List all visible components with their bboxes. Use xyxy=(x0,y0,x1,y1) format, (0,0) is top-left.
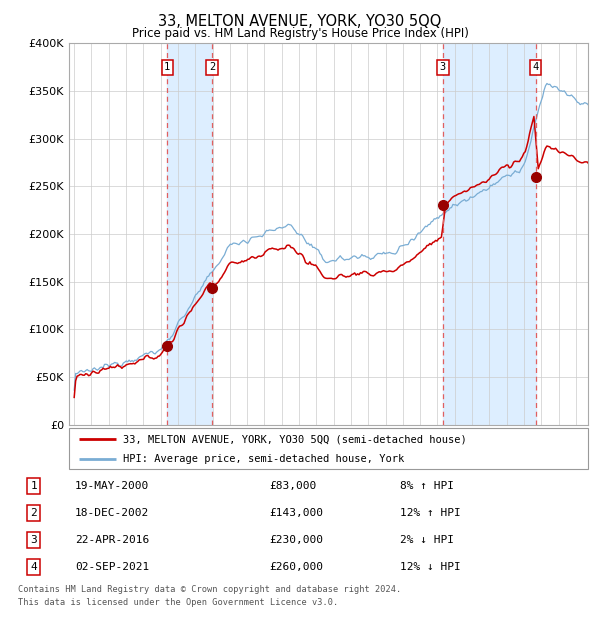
Text: 33, MELTON AVENUE, YORK, YO30 5QQ: 33, MELTON AVENUE, YORK, YO30 5QQ xyxy=(158,14,442,29)
Text: 4: 4 xyxy=(532,62,539,73)
Text: 3: 3 xyxy=(31,535,37,545)
Text: £260,000: £260,000 xyxy=(269,562,323,572)
Text: Contains HM Land Registry data © Crown copyright and database right 2024.: Contains HM Land Registry data © Crown c… xyxy=(18,585,401,595)
Text: 02-SEP-2021: 02-SEP-2021 xyxy=(75,562,149,572)
Text: £83,000: £83,000 xyxy=(269,481,316,491)
Text: 2: 2 xyxy=(209,62,215,73)
Text: £143,000: £143,000 xyxy=(269,508,323,518)
Text: Price paid vs. HM Land Registry's House Price Index (HPI): Price paid vs. HM Land Registry's House … xyxy=(131,27,469,40)
Text: HPI: Average price, semi-detached house, York: HPI: Average price, semi-detached house,… xyxy=(124,454,405,464)
Text: 22-APR-2016: 22-APR-2016 xyxy=(75,535,149,545)
Text: 4: 4 xyxy=(31,562,37,572)
Text: 19-MAY-2000: 19-MAY-2000 xyxy=(75,481,149,491)
Bar xyxy=(443,43,536,425)
Text: 8% ↑ HPI: 8% ↑ HPI xyxy=(400,481,454,491)
Text: 1: 1 xyxy=(164,62,170,73)
Text: 18-DEC-2002: 18-DEC-2002 xyxy=(75,508,149,518)
Text: 33, MELTON AVENUE, YORK, YO30 5QQ (semi-detached house): 33, MELTON AVENUE, YORK, YO30 5QQ (semi-… xyxy=(124,435,467,445)
Text: 2: 2 xyxy=(31,508,37,518)
Bar xyxy=(167,43,212,425)
Text: 12% ↑ HPI: 12% ↑ HPI xyxy=(400,508,461,518)
Text: 3: 3 xyxy=(440,62,446,73)
Text: £230,000: £230,000 xyxy=(269,535,323,545)
FancyBboxPatch shape xyxy=(69,428,588,469)
Text: 12% ↓ HPI: 12% ↓ HPI xyxy=(400,562,461,572)
Text: 1: 1 xyxy=(31,481,37,491)
Text: This data is licensed under the Open Government Licence v3.0.: This data is licensed under the Open Gov… xyxy=(18,598,338,607)
Text: 2% ↓ HPI: 2% ↓ HPI xyxy=(400,535,454,545)
